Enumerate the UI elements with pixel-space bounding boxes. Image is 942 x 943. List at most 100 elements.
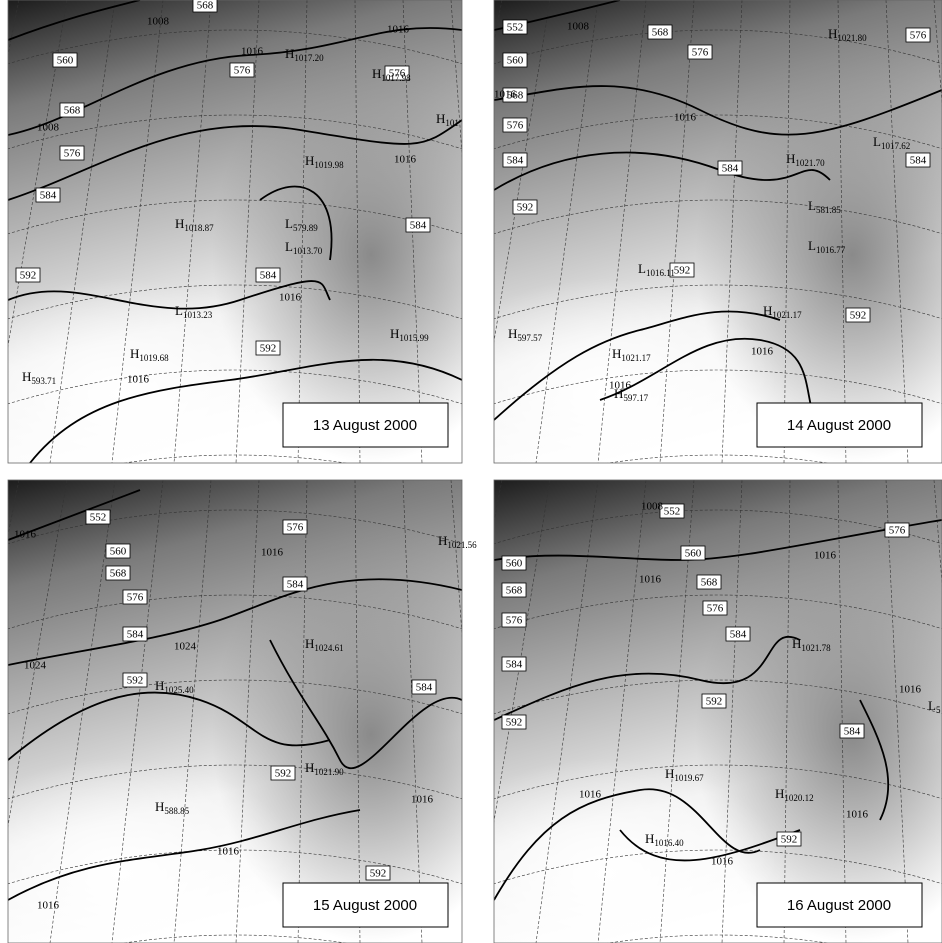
isobar-label: 1016	[394, 154, 417, 166]
center-value: 1021.70	[795, 158, 825, 168]
contour-label: 592	[674, 265, 691, 277]
center-value: 1013.23	[183, 310, 213, 320]
center-value: 1017.62	[881, 141, 910, 151]
isobar-label: 1016	[674, 112, 697, 124]
center-value: 1021.56	[447, 540, 477, 550]
center-kind: H	[436, 111, 445, 126]
isobar-label: 1016	[639, 574, 662, 586]
contour-label: 568	[64, 105, 81, 117]
isobar-label: 1016	[411, 794, 434, 806]
contour-label: 576	[287, 522, 304, 534]
isobar-label: 1016	[387, 24, 410, 36]
contour-label: 560	[507, 55, 524, 67]
contour-label: 584	[127, 629, 144, 641]
center-kind: H	[305, 636, 314, 651]
center-value: 1024.61	[314, 643, 343, 653]
center-kind: H	[155, 799, 164, 814]
center-kind: H	[786, 151, 795, 166]
center-value: 5	[936, 705, 941, 715]
contour-label: 576	[889, 525, 906, 537]
center-kind: H	[305, 760, 314, 775]
center-kind: H	[775, 786, 784, 801]
center-value: 1020.12	[784, 793, 813, 803]
center-value: 597.57	[517, 333, 542, 343]
center-kind: H	[305, 153, 314, 168]
contour-label: 568	[197, 0, 214, 12]
center-value: 1019.98	[314, 160, 344, 170]
isobar-label: 1016	[494, 89, 517, 101]
contour-label: 592	[127, 675, 144, 687]
center-kind: L	[285, 239, 293, 254]
contour-label: 568	[652, 27, 669, 39]
center-value: 1021.17	[621, 353, 651, 363]
center-value: 1017.20	[294, 53, 324, 63]
isobar-label: 1008	[147, 16, 170, 28]
center-kind: H	[792, 636, 801, 651]
contour-label: 576	[127, 592, 144, 604]
contour-label: 560	[685, 548, 702, 560]
contour-label: 576	[692, 47, 709, 59]
contour-label: 592	[706, 696, 723, 708]
contour-label: 552	[507, 22, 524, 34]
center-value: 1021.80	[837, 33, 867, 43]
date-label: 14 August 2000	[787, 417, 891, 434]
center-kind: H	[372, 66, 381, 81]
center-value: 1021.17	[772, 310, 802, 320]
figure: 560 568 576 584 592 568 576 576 584 584 592 H 1017.2…	[0, 0, 942, 943]
isobar-label: 1016	[814, 550, 837, 562]
contour-label: 576	[707, 603, 724, 615]
contour-label: 576	[234, 65, 251, 77]
center-kind: L	[175, 303, 183, 318]
contour-label: 560	[110, 546, 127, 558]
contour-label: 552	[90, 512, 107, 524]
contour-label: 560	[506, 558, 523, 570]
isobar-label: 1016	[14, 529, 37, 541]
contour-label: 592	[275, 768, 292, 780]
date-label: 15 August 2000	[313, 897, 417, 914]
isobar-label: 1016	[579, 789, 602, 801]
center-value: 579.89	[293, 223, 318, 233]
center-kind: H	[763, 303, 772, 318]
contour-label: 584	[506, 659, 523, 671]
isobar-label: 1016	[899, 684, 922, 696]
map-area	[0, 0, 530, 509]
center-kind: H	[828, 26, 837, 41]
center-value: 593.71	[31, 376, 56, 386]
center-value: 101	[445, 118, 459, 128]
contour-label: 584	[910, 155, 927, 167]
isobar-label: 1016	[279, 292, 302, 304]
contour-label: 584	[416, 682, 433, 694]
isobar-label: 1016	[241, 46, 264, 58]
isobar-label: 1016	[37, 900, 60, 912]
center-kind: H	[665, 766, 674, 781]
center-kind: H	[438, 533, 447, 548]
contour-label: 568	[701, 577, 718, 589]
contour-label: 576	[910, 30, 927, 42]
center-kind: L	[808, 198, 816, 213]
center-value: 588.85	[164, 806, 189, 816]
center-value: 597.17	[623, 393, 648, 403]
isobar-label: 1016	[609, 380, 632, 392]
contour-label: 592	[260, 343, 277, 355]
center-kind: L	[928, 698, 936, 713]
center-kind: H	[390, 326, 399, 341]
contour-label: 592	[20, 270, 37, 282]
isobar-label: 1008	[567, 21, 590, 33]
isobar-label: 1016	[217, 846, 240, 858]
center-value: 1021.90	[314, 767, 344, 777]
contour-label: 584	[287, 579, 304, 591]
contour-label: 592	[781, 834, 798, 846]
center-value: 1019.67	[674, 773, 704, 783]
center-kind: H	[155, 678, 164, 693]
center-value: 1018.87	[184, 223, 214, 233]
date-label: 16 August 2000	[787, 897, 891, 914]
center-kind: L	[808, 238, 816, 253]
contour-label: 576	[506, 615, 523, 627]
shading-light	[427, 278, 785, 510]
center-value: 1016.40	[654, 838, 684, 848]
center-kind: H	[130, 346, 139, 361]
center-kind: H	[22, 369, 31, 384]
center-value: 1016.11	[646, 268, 675, 278]
center-value: 1021.78	[801, 643, 831, 653]
contour-label: 576	[64, 148, 81, 160]
